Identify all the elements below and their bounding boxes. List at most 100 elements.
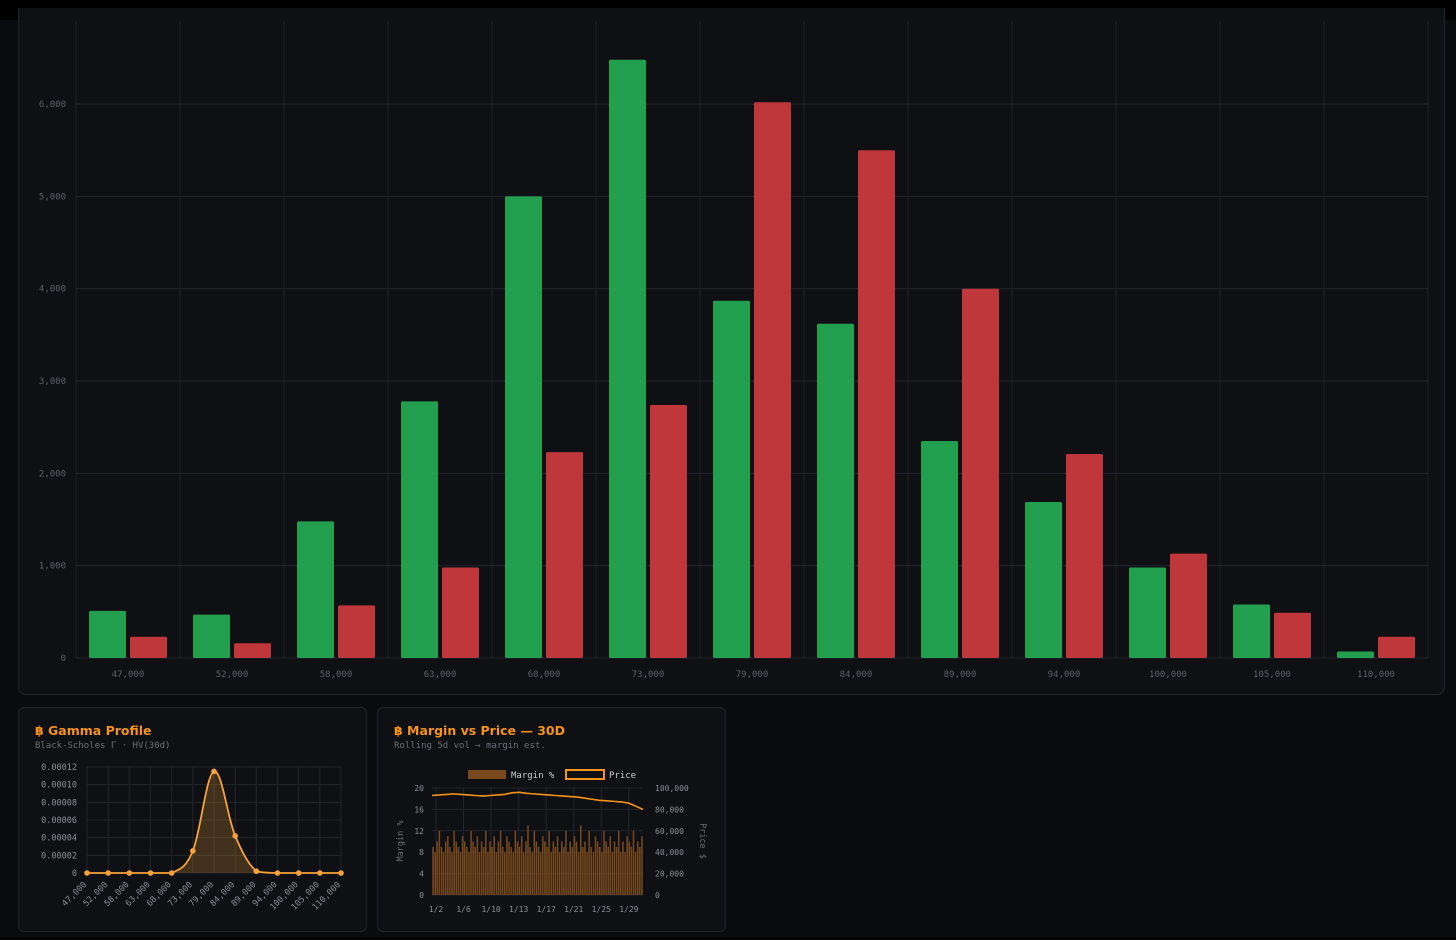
margin-bar	[516, 841, 519, 895]
x-tick-label: 1/21	[564, 905, 583, 914]
margin-bar	[432, 846, 434, 895]
y-tick-label: 5,000	[39, 192, 66, 202]
bar	[858, 150, 895, 658]
margin-bar	[639, 846, 641, 895]
bar	[234, 643, 271, 658]
margin-bar	[491, 846, 493, 895]
margin-bar	[438, 830, 441, 895]
margin-bar	[598, 846, 601, 895]
margin-bar	[535, 841, 538, 895]
margin-bar	[573, 836, 576, 895]
gamma-area-fill	[87, 771, 341, 873]
margin-bar	[447, 836, 449, 895]
bar	[921, 441, 958, 658]
margin-bar	[584, 841, 586, 895]
y-tick-label: 0.00008	[41, 798, 77, 808]
margin-bar	[563, 846, 565, 895]
y-right-axis-title: Price $	[697, 823, 707, 859]
bar	[650, 405, 687, 658]
x-tick-label: 73,000	[632, 670, 665, 680]
bottom-edge	[0, 937, 1456, 940]
y-right-tick-label: 40,000	[655, 848, 684, 857]
margin-bar	[466, 846, 468, 895]
x-tick-label: 68,000	[528, 670, 561, 680]
bar	[1170, 553, 1207, 658]
margin-bar	[636, 841, 639, 895]
gamma-title: ฿ Gamma Profile	[35, 723, 152, 738]
legend-price-swatch	[565, 769, 605, 780]
x-tick-label: 79,000	[736, 670, 769, 680]
margin-bar	[601, 852, 603, 895]
bar	[1066, 453, 1103, 658]
y-tick-label: 0.00004	[41, 834, 77, 844]
price-line	[431, 791, 644, 811]
margin-bar	[506, 836, 508, 895]
margin-bar	[554, 846, 557, 895]
y-tick-label: 2,000	[39, 469, 66, 479]
x-tick-label: 63,000	[424, 670, 457, 680]
margin-bar	[605, 841, 607, 895]
margin-bar	[489, 841, 491, 895]
margin-bar	[470, 830, 472, 895]
x-tick-label: 84,000	[840, 670, 873, 680]
margin-bar	[440, 846, 443, 895]
margin-bar	[611, 852, 614, 895]
margin-bar	[461, 836, 464, 895]
margin-bar	[533, 830, 536, 895]
margin-bar	[493, 836, 495, 895]
y-left-tick-label: 16	[414, 805, 424, 814]
gamma-point	[274, 870, 281, 876]
margin-bar	[539, 852, 542, 895]
margin-bar	[556, 836, 559, 895]
x-tick-label: 1/17	[537, 905, 556, 914]
legend-margin-swatch	[468, 770, 506, 779]
margin-bar	[518, 846, 521, 895]
bar	[609, 59, 646, 658]
margin-bar	[594, 836, 597, 895]
margin-bar	[434, 852, 436, 895]
gamma-subtitle: Black-Scholes Γ · HV(30d)	[35, 741, 171, 751]
gamma-chart: 0 0.00002 0.00004 0.00006 0.00008 0.00010 0.00…	[41, 763, 344, 912]
y-left-tick-label: 12	[414, 827, 424, 836]
margin-bar	[569, 841, 571, 895]
margin-bar	[607, 846, 609, 895]
x-tick-label: 1/6	[456, 905, 471, 914]
margin-bar	[499, 830, 502, 895]
bar	[505, 196, 542, 658]
margin-bar	[504, 852, 506, 895]
margin-bar	[523, 852, 525, 895]
y-left-axis-title: Margin %	[396, 821, 406, 862]
gamma-point	[338, 870, 344, 876]
margin-bar	[546, 846, 548, 895]
y-left-tick-label: 20	[414, 784, 424, 793]
x-tick-label: 89,000	[944, 670, 977, 680]
y-right-tick-label: 20,000	[655, 870, 684, 879]
gamma-point	[168, 870, 175, 876]
margin-bar	[603, 830, 605, 895]
margin-bar	[455, 841, 458, 895]
margin-bar	[617, 830, 620, 895]
x-tick-label: 1/13	[509, 905, 528, 914]
y-tick-label: 0	[72, 869, 77, 879]
margin-bar	[463, 841, 466, 895]
margin-bar	[542, 836, 544, 895]
x-tick-label: 58,000	[320, 670, 353, 680]
margin-bar	[548, 830, 550, 895]
bar	[297, 521, 334, 658]
margin-bar	[630, 846, 633, 895]
y-tick-label: 4,000	[39, 285, 66, 295]
gamma-point	[147, 870, 154, 876]
gamma-point	[126, 870, 133, 876]
margin-bar	[613, 841, 616, 895]
margin-title: ฿ Margin vs Price — 30D	[394, 723, 565, 738]
margin-bar	[527, 825, 529, 895]
x-tick-label: 1/25	[592, 905, 611, 914]
margin-bar	[586, 852, 588, 895]
bar	[1378, 636, 1415, 658]
margin-bar	[529, 846, 531, 895]
margin-bar	[537, 846, 540, 895]
margin-bar	[588, 830, 590, 895]
y-tick-label: 0.00010	[41, 781, 77, 791]
x-tick-label: 105,000	[1253, 670, 1291, 680]
bar	[442, 567, 479, 658]
